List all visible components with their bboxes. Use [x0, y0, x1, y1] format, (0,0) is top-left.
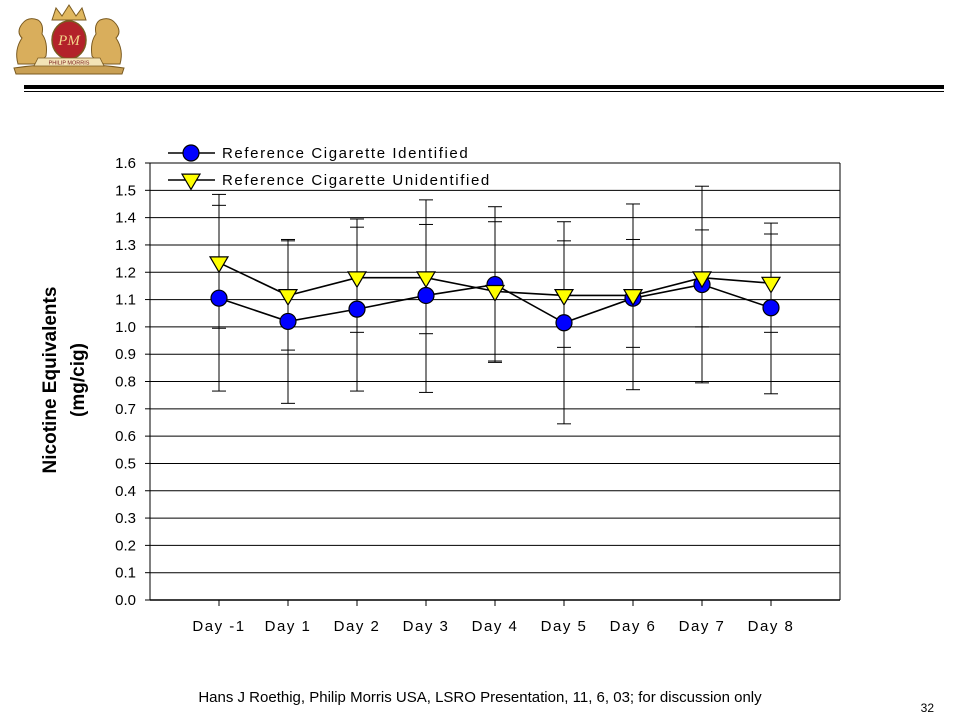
y-tick-label: 1.2 [115, 264, 136, 281]
y-tick-label: 0.4 [115, 483, 136, 500]
header-rule [24, 85, 944, 89]
x-tick-label: Day 3 [403, 618, 450, 635]
data-point-identified [210, 289, 228, 307]
data-point-unidentified [415, 271, 437, 289]
x-tick-label: Day 2 [334, 618, 381, 635]
y-tick-label: 0.3 [115, 510, 136, 527]
footer-note: Hans J Roethig, Philip Morris USA, LSRO … [198, 689, 762, 706]
x-tick-label: Day -1 [192, 618, 245, 635]
x-tick-label: Day 5 [541, 618, 588, 635]
x-tick-label: Day 4 [472, 618, 519, 635]
y-tick-label: 1.1 [115, 292, 136, 309]
logo-monogram: PM [57, 33, 81, 49]
x-tick-label: Day 6 [610, 618, 657, 635]
left-lion-icon [16, 18, 47, 65]
logo-banner-text: PHILIP MORRIS [49, 61, 90, 67]
y-tick-label: 0.9 [115, 346, 136, 363]
page-number: 32 [920, 701, 934, 715]
y-tick-label: 0.5 [115, 455, 136, 472]
x-tick-label: Day 7 [679, 618, 726, 635]
legend-label: Reference Cigarette Identified [222, 145, 469, 162]
data-point-unidentified [553, 289, 575, 307]
legend-label: Reference Cigarette Unidentified [222, 172, 491, 189]
y-tick-label: 1.0 [115, 319, 136, 336]
data-point-unidentified [622, 289, 644, 307]
data-point-unidentified [484, 284, 506, 303]
y-tick-label: 1.4 [115, 210, 136, 227]
y-axis-title: Nicotine Equivalents [40, 287, 61, 474]
y-tick-label: 0.8 [115, 374, 136, 391]
legend-marker [180, 173, 202, 191]
data-point-identified [762, 299, 780, 317]
data-point-unidentified [691, 271, 713, 289]
y-tick-label: 0.6 [115, 428, 136, 445]
x-tick-label: Day 1 [265, 618, 312, 635]
legend-marker [182, 144, 200, 162]
data-point-identified [348, 300, 366, 318]
y-axis-unit: (mg/cig) [68, 343, 89, 417]
y-tick-label: 0.2 [115, 537, 136, 554]
data-point-unidentified [346, 271, 368, 289]
data-point-identified [555, 314, 573, 332]
y-tick-label: 0.1 [115, 565, 136, 582]
data-point-identified [279, 312, 297, 331]
x-tick-label: Day 8 [748, 618, 795, 635]
data-point-identified [417, 286, 435, 305]
y-tick-label: 1.6 [115, 155, 136, 172]
data-point-unidentified [760, 276, 782, 294]
data-point-unidentified [277, 289, 299, 307]
data-point-unidentified [208, 256, 230, 274]
right-lion-icon [91, 18, 122, 65]
crown-icon [51, 4, 87, 21]
y-tick-label: 0.0 [115, 592, 136, 609]
y-tick-label: 1.5 [115, 182, 136, 199]
y-tick-label: 0.7 [115, 401, 136, 418]
header-rule-thin [24, 91, 944, 92]
philip-morris-logo: PM PHILIP MORRIS [13, 4, 125, 75]
y-tick-label: 1.3 [115, 237, 136, 254]
